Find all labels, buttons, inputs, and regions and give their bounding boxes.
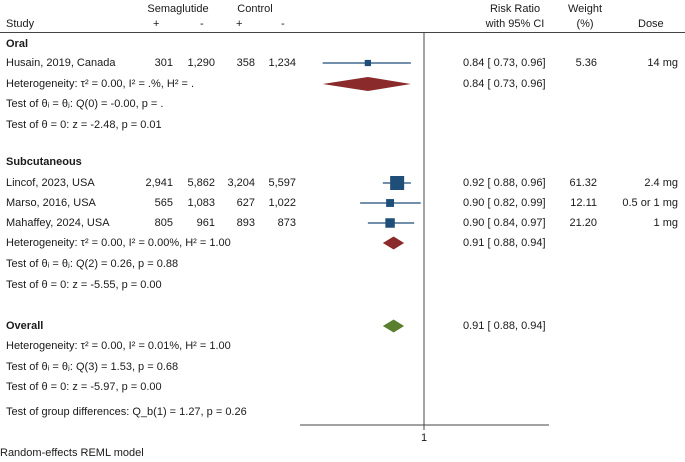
study-marker [364, 59, 371, 67]
ctrl-non-events: 5,597 [268, 177, 296, 189]
group-label-subcutaneous: Subcutaneous [6, 156, 82, 168]
study-name: Mahaffey, 2024, USA [6, 217, 110, 229]
pooled-ci-text-subcutaneous: 0.91 [ 0.88, 0.94] [463, 237, 546, 249]
test-z-overall: Test of θ = 0: z = -5.97, p = 0.00 [6, 381, 162, 393]
ctrl-events: 358 [236, 57, 255, 69]
overall-ci-text: 0.91 [ 0.88, 0.94] [463, 320, 546, 332]
heterogeneity-oral: Heterogeneity: τ² = 0.00, I² = .%, H² = … [6, 78, 195, 90]
overall-diamond [382, 319, 405, 333]
ctrl-events: 893 [236, 217, 255, 229]
header-risk-ratio: Risk Ratio [489, 3, 541, 15]
ctrl-events: 627 [236, 197, 255, 209]
study-weight: 5.36 [575, 57, 597, 69]
test-q-overall: Test of θᵢ = θⱼ: Q(3) = 1.53, p = 0.68 [6, 361, 179, 373]
subgroup-diamond [382, 236, 405, 250]
ctrl-non-events: 873 [277, 217, 296, 229]
study-marker [390, 176, 405, 190]
heterogeneity-subcutaneous: Heterogeneity: τ² = 0.00, I² = 0.00%, H²… [6, 237, 231, 249]
sema-non-events: 1,290 [187, 57, 215, 69]
pooled-ci-text-oral: 0.84 [ 0.73, 0.96] [463, 78, 546, 90]
study-dose: 14 mg [647, 57, 678, 69]
sema-events: 565 [154, 197, 173, 209]
ctrl-events: 3,204 [227, 177, 255, 189]
header-ctrl-plus: + [236, 18, 243, 30]
ctrl-non-events: 1,022 [268, 197, 296, 209]
study-ci-text: 0.92 [ 0.88, 0.96] [463, 177, 546, 189]
ctrl-non-events: 1,234 [268, 57, 296, 69]
group-difference-test: Test of group differences: Q_b(1) = 1.27… [6, 406, 247, 418]
group-label-oral: Oral [6, 38, 29, 50]
study-name: Marso, 2016, USA [6, 197, 96, 209]
x-tick-label: 1 [421, 432, 427, 444]
study-weight: 21.20 [569, 217, 597, 229]
header-ctrl-minus: - [281, 18, 285, 30]
subgroup-diamond [322, 77, 411, 91]
study-ci-text: 0.90 [ 0.84, 0.97] [463, 217, 546, 229]
header-weight: Weight [567, 3, 603, 15]
study-name: Lincof, 2023, USA [6, 177, 95, 189]
model-note: Random-effects REML model [0, 447, 144, 459]
test-z-oral: Test of θ = 0: z = -2.48, p = 0.01 [6, 119, 162, 131]
test-q-oral: Test of θᵢ = θⱼ: Q(0) = -0.00, p = . [6, 98, 164, 110]
sema-events: 2,941 [145, 177, 173, 189]
study-marker [385, 218, 395, 228]
study-name: Husain, 2019, Canada [6, 57, 116, 69]
header-control: Control [237, 3, 273, 15]
sema-non-events: 961 [196, 217, 215, 229]
study-ci-text: 0.90 [ 0.82, 0.99] [463, 197, 546, 209]
sema-non-events: 5,862 [187, 177, 215, 189]
overall-label: Overall [6, 320, 44, 332]
header-dose: Dose [638, 18, 664, 30]
study-dose: 1 mg [653, 217, 678, 229]
test-z-subcutaneous: Test of θ = 0: z = -5.55, p = 0.00 [6, 279, 162, 291]
study-weight: 12.11 [570, 197, 597, 209]
study-dose: 2.4 mg [644, 177, 678, 189]
header-weight-unit: (%) [576, 18, 594, 30]
study-marker [386, 199, 395, 207]
header-sema-plus: + [153, 18, 160, 30]
sema-events: 301 [154, 57, 173, 69]
sema-events: 805 [154, 217, 173, 229]
header-sema-minus: - [200, 18, 204, 30]
header-study: Study [6, 18, 35, 30]
heterogeneity-overall: Heterogeneity: τ² = 0.00, I² = 0.01%, H²… [6, 340, 231, 352]
study-weight: 61.32 [569, 177, 597, 189]
sema-non-events: 1,083 [187, 197, 215, 209]
test-q-subcutaneous: Test of θᵢ = θⱼ: Q(2) = 0.26, p = 0.88 [6, 258, 179, 270]
study-ci-text: 0.84 [ 0.73, 0.96] [463, 57, 546, 69]
study-dose: 0.5 or 1 mg [622, 197, 678, 209]
header-divider [0, 32, 685, 33]
header-with-ci: with 95% CI [485, 18, 545, 30]
header-semaglutide: Semaglutide [147, 3, 209, 15]
